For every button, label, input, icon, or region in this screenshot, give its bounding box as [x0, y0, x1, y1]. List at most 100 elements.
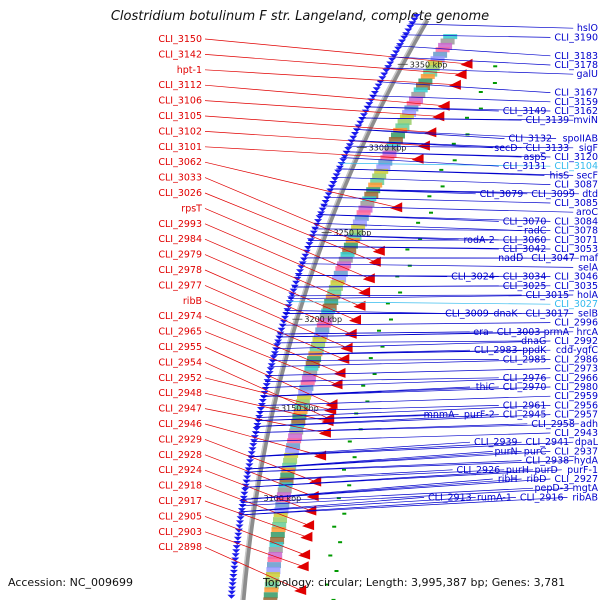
forward-gene-label: CLI_3132 [508, 134, 552, 145]
forward-label-leader [338, 162, 551, 167]
forward-label-leader [238, 497, 516, 516]
forward-gene-label: CLI_2957 [554, 410, 598, 421]
reverse-gene-label: CLI_2946 [158, 419, 202, 430]
forward-gene-label: CLI_3087 [554, 180, 598, 191]
forward-label-leader [299, 263, 574, 268]
reverse-gene-label: CLI_3102 [158, 126, 202, 137]
content-band [265, 577, 280, 584]
reverse-gene-label: CLI_3105 [158, 111, 202, 122]
forward-gene-arrow [300, 257, 308, 262]
forward-label-leader [377, 81, 551, 93]
forward-gene-arrow [282, 312, 291, 316]
forward-gene-label: CLI_3162 [554, 106, 598, 117]
reverse-label-leader [204, 223, 365, 293]
content-band [374, 168, 389, 174]
forward-gene-arrow [227, 594, 236, 599]
forward-gene-arrow [301, 253, 310, 258]
forward-gene-label: mgtA [572, 483, 598, 494]
forward-gene-arrow [269, 355, 278, 360]
reverse-label-leader [204, 485, 309, 526]
forward-gene-label: CLI_2937 [554, 446, 598, 457]
content-band [264, 582, 279, 590]
forward-gene-label: mnmA [424, 410, 456, 421]
feature-marker [332, 525, 337, 528]
reverse-label-leader [204, 146, 418, 160]
reverse-label-leader [204, 500, 307, 538]
forward-gene-label: CLI_2992 [554, 336, 598, 347]
forward-gene-label: nadD [498, 253, 523, 264]
content-band [268, 547, 283, 553]
forward-label-leader [251, 432, 551, 443]
scale-tick-label: 3350 kbp [410, 60, 448, 69]
content-band [418, 78, 433, 85]
forward-gene-arrow [257, 403, 266, 407]
forward-gene-arrow [237, 508, 246, 513]
content-band [438, 42, 453, 50]
content-band [328, 284, 343, 291]
forward-gene-arrow [304, 246, 313, 250]
content-band [354, 214, 369, 221]
content-band [364, 191, 379, 199]
feature-marker [398, 291, 403, 294]
feature-marker [478, 107, 483, 110]
forward-gene-arrow [240, 491, 249, 496]
forward-label-leader [270, 359, 499, 362]
forward-gene-arrow [257, 407, 265, 411]
forward-gene-label: CLI_2973 [554, 364, 598, 375]
forward-gene-arrow [228, 582, 237, 587]
reverse-label-leader [204, 161, 397, 208]
forward-gene-arrow [235, 524, 244, 529]
forward-label-leader [291, 285, 499, 288]
content-band [280, 472, 295, 479]
forward-gene-arrow [228, 586, 237, 591]
forward-gene-label: CLI_3042 [503, 244, 547, 255]
content-band [409, 96, 423, 104]
reverse-gene-label: CLI_2978 [158, 265, 202, 276]
forward-label-leader [305, 245, 499, 250]
reverse-label-leader [204, 423, 321, 456]
forward-gene-label: CLI_2939 [474, 437, 518, 448]
reverse-gene-label: CLI_2929 [158, 434, 202, 445]
reverse-gene-label: CLI_2993 [158, 219, 202, 230]
content-band [393, 127, 408, 133]
content-band [351, 224, 366, 230]
forward-gene-arrow [412, 14, 421, 18]
forward-gene-arrow [253, 423, 262, 427]
forward-gene-arrow [268, 359, 277, 364]
reverse-gene-label: CLI_3033 [158, 173, 202, 184]
reverse-label-leader [204, 454, 313, 497]
content-band [342, 247, 357, 255]
forward-gene-arrow [382, 68, 391, 73]
forward-gene-arrow [351, 132, 359, 136]
reverse-gene-label: CLI_2977 [158, 280, 202, 291]
content-band [316, 322, 331, 328]
content-band [265, 572, 280, 578]
forward-gene-label: CLI_3047 [531, 253, 575, 264]
content-band [301, 375, 316, 383]
forward-gene-label: era [473, 327, 489, 338]
forward-gene-arrow [392, 50, 401, 55]
forward-gene-arrow [270, 351, 279, 356]
forward-gene-arrow [234, 528, 243, 533]
reverse-gene-label: hpt-1 [177, 65, 202, 76]
reverse-label-leader [204, 100, 439, 117]
feature-marker [377, 329, 381, 332]
forward-label-leader [248, 441, 574, 458]
content-band [266, 567, 281, 575]
content-band [325, 294, 340, 300]
forward-gene-label: maf [580, 253, 599, 264]
forward-gene-label: prmA [544, 327, 570, 338]
forward-gene-label: CLI_3079 [480, 189, 524, 200]
forward-gene-label: cdd-yqfC [556, 345, 599, 356]
forward-gene-arrow [314, 219, 323, 224]
forward-gene-label: dnaK [493, 308, 518, 319]
forward-gene-arrow [247, 451, 256, 456]
feature-marker [407, 264, 412, 267]
forward-gene-label: CLI_2927 [554, 474, 598, 485]
content-band [274, 507, 289, 515]
forward-gene-arrow [326, 188, 335, 193]
forward-label-leader [246, 451, 493, 470]
forward-gene-label: pepD-3 [534, 483, 569, 494]
forward-label-leader [275, 340, 522, 344]
forward-label-leader [324, 196, 551, 204]
